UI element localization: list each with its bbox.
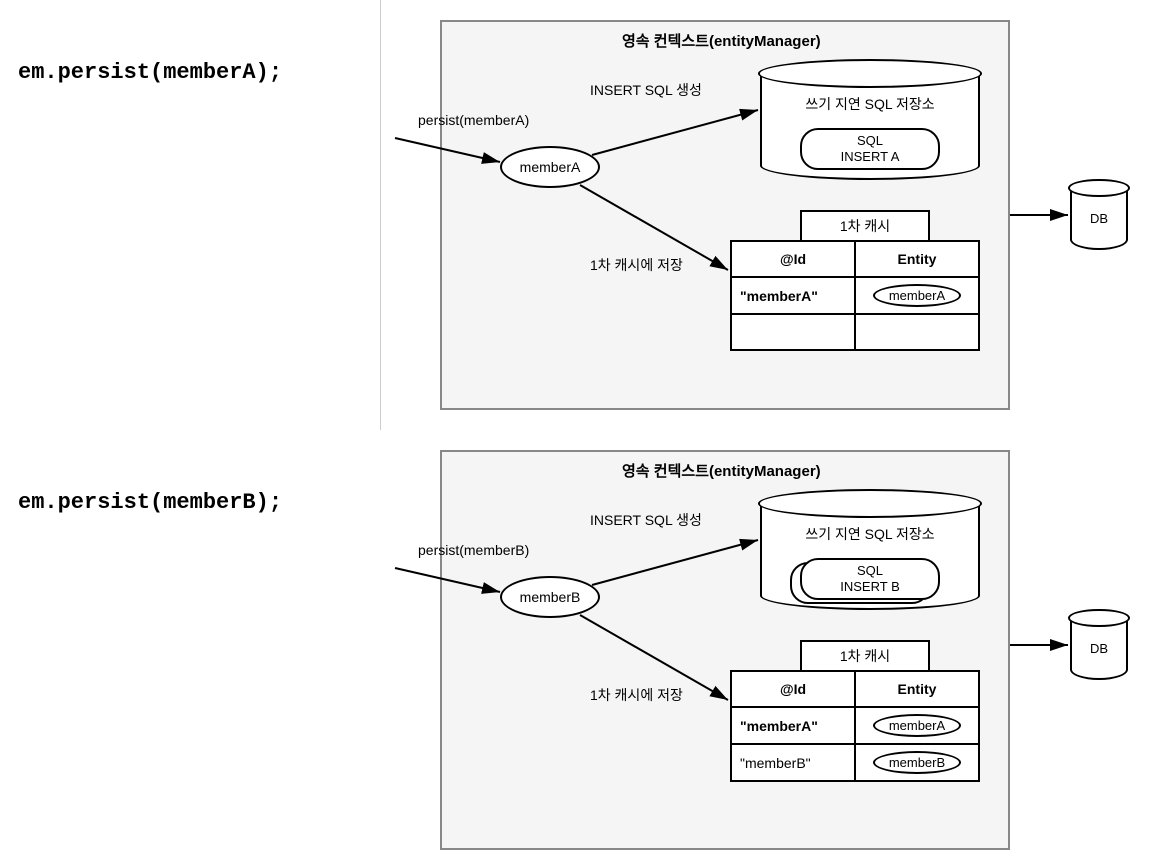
sql-pill-2-line1: SQL bbox=[857, 563, 883, 579]
sql-pill-1: SQL INSERT A bbox=[800, 128, 940, 170]
cache-1-r0-id: "memberA" bbox=[731, 277, 855, 314]
cache-2-r0-id: "memberA" bbox=[731, 707, 855, 744]
insert-sql-label-1: INSERT SQL 생성 bbox=[590, 80, 702, 100]
cache-1-r1-id bbox=[731, 314, 855, 350]
cache-table-1: @Id Entity "memberA" memberA bbox=[730, 240, 980, 351]
cache-2-h-id: @Id bbox=[731, 671, 855, 707]
persist-label-1: persist(memberA) bbox=[418, 112, 529, 128]
member-node-1: memberA bbox=[500, 146, 600, 188]
sql-pill-2: SQL INSERT B bbox=[800, 558, 940, 600]
sql-pill-2-line2: INSERT B bbox=[840, 579, 899, 595]
cache-tab-1: 1차 캐시 bbox=[800, 210, 930, 240]
cache-2-r1-id: "memberB" bbox=[731, 744, 855, 781]
code-line-2: em.persist(memberB); bbox=[18, 490, 282, 515]
context-title-2: 영속 컨텍스트(entityManager) bbox=[622, 460, 821, 481]
code-line-1: em.persist(memberA); bbox=[18, 60, 282, 85]
cache-tab-2: 1차 캐시 bbox=[800, 640, 930, 670]
member-node-2-text: memberB bbox=[520, 589, 581, 605]
db-cylinder-2: DB bbox=[1070, 610, 1128, 680]
cache-save-label-1: 1차 캐시에 저장 bbox=[590, 255, 683, 275]
cache-2-r1-entity-oval: memberB bbox=[873, 751, 961, 774]
member-node-2: memberB bbox=[500, 576, 600, 618]
cache-tab-1-text: 1차 캐시 bbox=[840, 216, 890, 236]
cache-2-h-entity: Entity bbox=[855, 671, 979, 707]
context-title-1: 영속 컨텍스트(entityManager) bbox=[622, 30, 821, 51]
insert-sql-label-2: INSERT SQL 생성 bbox=[590, 510, 702, 530]
db-cylinder-1: DB bbox=[1070, 180, 1128, 250]
cache-1-r1-entity bbox=[855, 314, 979, 350]
cache-1-r0-entity-oval: memberA bbox=[873, 284, 961, 307]
cache-2-r0-entity-oval: memberA bbox=[873, 714, 961, 737]
member-node-1-text: memberA bbox=[520, 159, 581, 175]
db-label-2: DB bbox=[1070, 641, 1128, 656]
db-label-1: DB bbox=[1070, 211, 1128, 226]
cache-2-r0-entity: memberA bbox=[855, 707, 979, 744]
cache-tab-2-text: 1차 캐시 bbox=[840, 646, 890, 666]
sql-store-title-1: 쓰기 지연 SQL 저장소 bbox=[760, 94, 980, 114]
cache-1-h-entity: Entity bbox=[855, 241, 979, 277]
cache-table-2: @Id Entity "memberA" memberA "memberB" m… bbox=[730, 670, 980, 782]
persist-label-2: persist(memberB) bbox=[418, 542, 529, 558]
sql-store-title-2: 쓰기 지연 SQL 저장소 bbox=[760, 524, 980, 544]
sql-pill-1-line2: INSERT A bbox=[841, 149, 900, 165]
cache-2-r1-entity: memberB bbox=[855, 744, 979, 781]
cache-1-h-id: @Id bbox=[731, 241, 855, 277]
vertical-divider bbox=[380, 0, 381, 430]
cache-1-r0-entity: memberA bbox=[855, 277, 979, 314]
cache-save-label-2: 1차 캐시에 저장 bbox=[590, 685, 683, 705]
sql-pill-1-line1: SQL bbox=[857, 133, 883, 149]
